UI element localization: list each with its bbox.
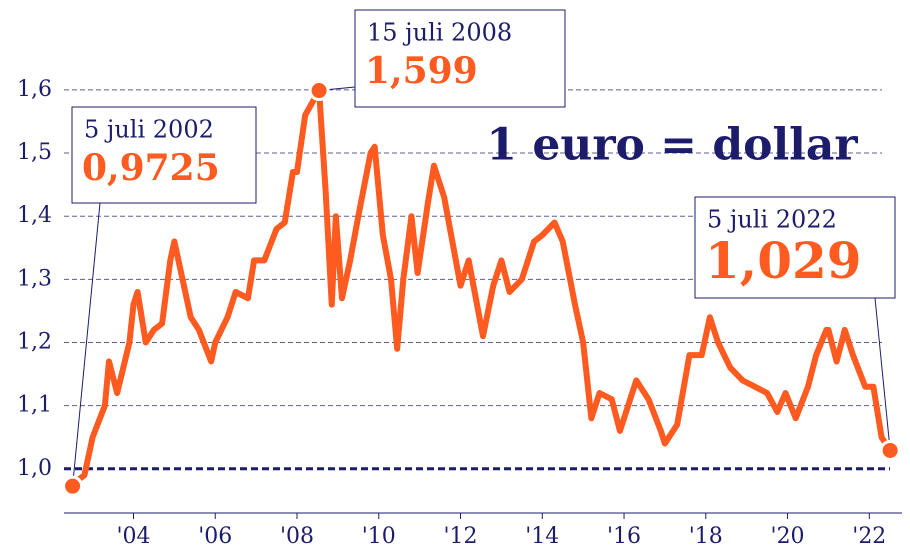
annotation-point: [308, 80, 330, 102]
y-tick-label: 1,6: [17, 77, 52, 102]
annotation-box: [694, 196, 896, 299]
annotation-value: 0,9725: [82, 147, 220, 189]
x-tick-label: '12: [443, 524, 477, 549]
annotation-box: [71, 106, 257, 204]
annotation-date: 5 juli 2022: [707, 206, 837, 234]
x-tick-label: '16: [607, 524, 641, 549]
y-tick-label: 1,4: [17, 203, 52, 228]
y-tick-label: 1,3: [17, 266, 52, 291]
overlay: 5 juli 2002 0,9725 15 juli 2008 1,599 5 juli…: [62, 9, 901, 497]
x-tick-label: '22: [852, 524, 886, 549]
x-tick-label: '10: [362, 524, 396, 549]
plot: 1,0 1,1 1,2 1,3 1,4 1,5 1,6 '04 '06 '08 '10 '12 '14 '…: [17, 77, 902, 549]
x-tick-label: '08: [280, 524, 314, 549]
annotation-value: 1,029: [705, 231, 862, 290]
chart-title: 1 euro = dollar: [486, 120, 858, 171]
y-tick-label: 1,5: [17, 140, 52, 165]
x-tick-label: '06: [198, 524, 232, 549]
y-tick-label: 1,0: [17, 456, 52, 481]
x-tick-label: '04: [116, 524, 150, 549]
x-tick-label: '14: [525, 524, 559, 549]
annotation-value: 1,599: [365, 50, 478, 92]
annotation-box: [354, 9, 566, 108]
y-tick-label: 1,2: [17, 329, 52, 354]
x-tick-label: '18: [689, 524, 723, 549]
annotation-point: [879, 439, 901, 461]
y-tick-label: 1,1: [17, 393, 52, 418]
annotation-point: [62, 475, 84, 497]
annotation-date: 5 juli 2002: [84, 116, 214, 144]
annotation-date: 15 juli 2008: [367, 19, 512, 47]
annotation-connector: [874, 297, 891, 451]
annotation-connector: [72, 202, 101, 487]
x-tick-label: '20: [771, 524, 805, 549]
series-line: [70, 87, 893, 489]
